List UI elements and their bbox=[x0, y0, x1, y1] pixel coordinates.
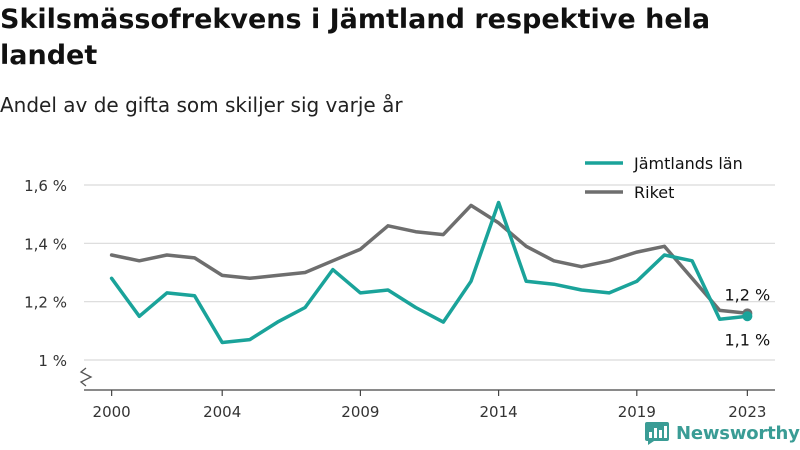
legend: Jämtlands län Riket bbox=[585, 154, 743, 202]
x-axis: 2000 2004 2009 2014 2019 2023 bbox=[84, 389, 775, 421]
brand-name: Newsworthy bbox=[676, 422, 800, 444]
end-value-label: 1,2 % bbox=[724, 285, 770, 304]
series-lines: 1,1 % 1,2 % bbox=[109, 200, 770, 349]
y-tick-label: 1,4 % bbox=[24, 235, 67, 253]
gridlines bbox=[84, 184, 775, 361]
chart-title: Skilsmässofrekvens i Jämtland respektive… bbox=[0, 4, 711, 71]
y-tick-label: 1,2 % bbox=[24, 294, 67, 312]
series-line-jämtlands-län bbox=[109, 200, 750, 345]
series-endpoint bbox=[742, 311, 753, 322]
chart-subtitle: Andel av de gifta som skiljer sig varje … bbox=[0, 93, 403, 117]
end-value-label: 1,1 % bbox=[724, 330, 770, 349]
legend-label: Jämtlands län bbox=[633, 154, 743, 173]
x-tick-label: 2000 bbox=[93, 403, 131, 421]
y-tick-label: 1,6 % bbox=[24, 177, 67, 195]
x-tick-label: 2019 bbox=[618, 403, 656, 421]
y-tick-label: 1 % bbox=[38, 352, 67, 370]
bar-chart-speech-bubble-icon bbox=[645, 422, 669, 445]
axis-break-icon bbox=[79, 367, 93, 387]
x-tick-label: 2014 bbox=[480, 403, 518, 421]
newsworthy-logo: Newsworthy bbox=[644, 419, 800, 447]
x-tick-label: 2023 bbox=[728, 403, 766, 421]
x-tick-label: 2009 bbox=[341, 403, 379, 421]
x-tick-label: 2004 bbox=[203, 403, 241, 421]
y-axis: 1 % 1,2 % 1,4 % 1,6 % bbox=[24, 177, 93, 387]
series-line-riket bbox=[109, 203, 750, 316]
legend-label: Riket bbox=[634, 183, 674, 202]
